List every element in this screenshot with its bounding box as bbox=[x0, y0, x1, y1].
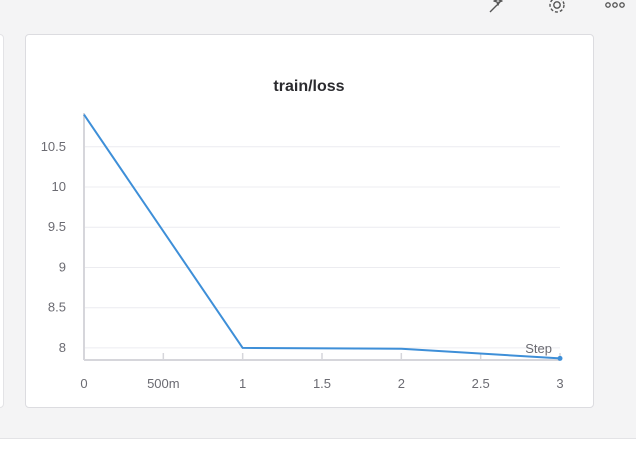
adjacent-panel bbox=[0, 34, 4, 408]
bottom-panel bbox=[0, 438, 636, 456]
more-options-icon[interactable] bbox=[604, 0, 626, 16]
gear-icon[interactable] bbox=[546, 0, 568, 16]
chart-panel bbox=[25, 34, 594, 408]
panel-toolbar bbox=[476, 0, 636, 16]
magic-sparkle-icon[interactable] bbox=[486, 0, 508, 16]
